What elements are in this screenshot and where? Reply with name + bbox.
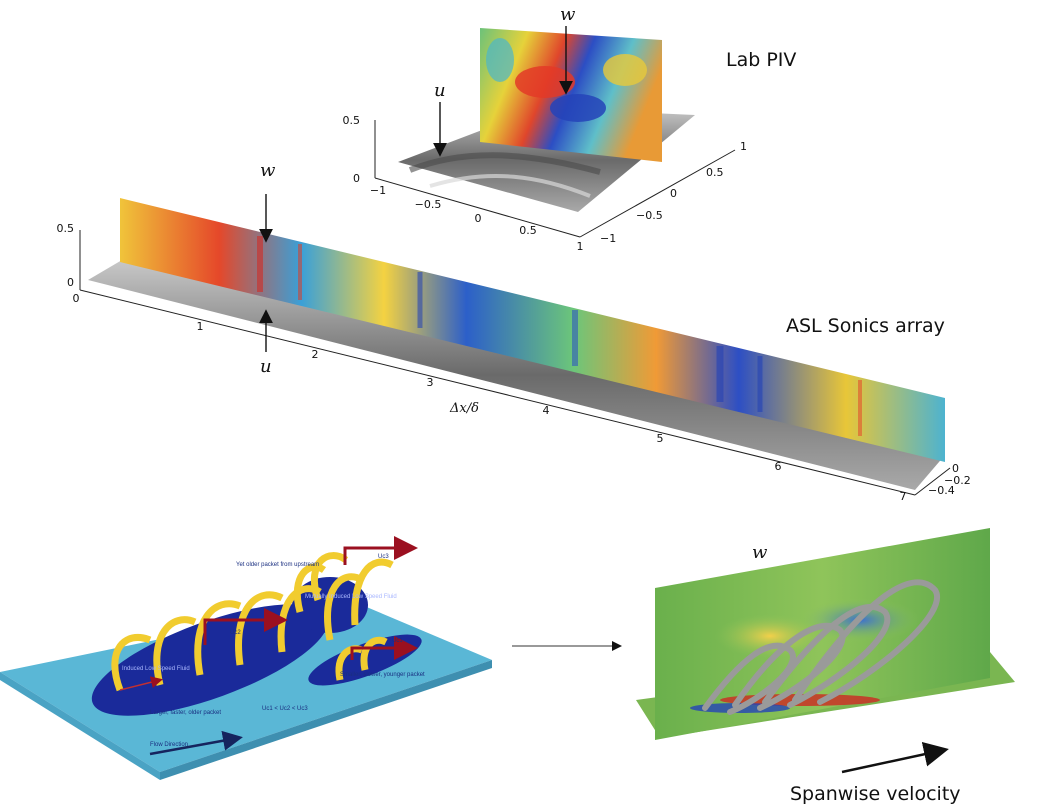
asl-z-tick: 0.5 bbox=[57, 222, 75, 235]
induced-flow-arrow bbox=[119, 676, 163, 691]
piv-x-tick: −1 bbox=[370, 184, 386, 197]
piv-mid-region bbox=[603, 54, 647, 86]
piv-y-axis bbox=[579, 149, 736, 238]
asl-x-axis bbox=[79, 289, 916, 496]
piv-y-tick: 0.5 bbox=[706, 166, 724, 179]
induced-low-speed-label: Induced Low Speed Fluid bbox=[122, 666, 190, 672]
asl-y-axis bbox=[914, 467, 951, 496]
asl-sonics-title: ASL Sonics array bbox=[786, 315, 945, 337]
asl-u-floor bbox=[88, 260, 945, 490]
asl-x-tick: 1 bbox=[197, 320, 204, 333]
lab-piv-title: Lab PIV bbox=[726, 49, 796, 71]
piv-x-tick: 0 bbox=[475, 212, 482, 225]
mutually-induced-label: Mutually Induced Low Speed Fluid bbox=[305, 594, 397, 600]
asl-y-tick: 0 bbox=[952, 462, 959, 475]
uc1-arrow bbox=[350, 636, 418, 660]
dns-w-label: w bbox=[752, 542, 768, 563]
flow-direction-label: Flow Direction bbox=[150, 742, 188, 748]
piv-floor-streak bbox=[408, 152, 601, 175]
hairpin-packet-model: Yet older packet from upstream Uc2 Uc3 U… bbox=[0, 536, 492, 780]
piv-u-label: u bbox=[434, 80, 446, 101]
dns-hairpin-vortices bbox=[702, 579, 940, 715]
dns-positive-region bbox=[715, 614, 825, 658]
packet-vortices bbox=[111, 552, 394, 692]
uc3-arrow bbox=[343, 536, 418, 565]
uc3-label: Uc3 bbox=[378, 554, 389, 560]
piv-z-tick: 0.5 bbox=[343, 114, 361, 127]
asl-w-label: w bbox=[260, 160, 276, 181]
uc1-label: Uc1 bbox=[392, 638, 403, 644]
lab-piv-panel: 0.5 0 −1 −0.5 0 0.5 1 1 0.5 0 −0.5 −1 w … bbox=[343, 4, 797, 253]
piv-cold-region bbox=[550, 94, 606, 122]
piv-y-tick: −1 bbox=[600, 232, 616, 245]
smaller-packet-label: Smaller, slower, younger packet bbox=[340, 672, 425, 678]
asl-x-tick: 5 bbox=[657, 432, 664, 445]
asl-x-tick: 7 bbox=[900, 490, 907, 503]
piv-cyan-region bbox=[486, 38, 514, 82]
piv-w-label: w bbox=[560, 4, 576, 25]
asl-wall-streaks bbox=[257, 236, 862, 436]
uc2-arrow bbox=[203, 608, 288, 645]
spanwise-velocity-title: Spanwise velocity bbox=[790, 783, 961, 805]
asl-sonics-panel: 0.5 0 0 1 2 3 4 5 6 7 0 −0.2 −0.4 Δx/δ w… bbox=[57, 160, 971, 503]
asl-u-label: u bbox=[260, 356, 272, 377]
dns-flow-arrow bbox=[841, 741, 949, 774]
asl-x-tick: 4 bbox=[543, 404, 550, 417]
piv-y-tick: 1 bbox=[740, 140, 747, 153]
piv-x-tick: −0.5 bbox=[415, 198, 442, 211]
asl-x-tick: 6 bbox=[775, 460, 782, 473]
older-packet-label: Yet older packet from upstream bbox=[236, 562, 319, 568]
larger-packet-label: Larger, faster, older packet bbox=[150, 710, 221, 716]
flow-direction-arrow bbox=[149, 730, 243, 756]
piv-z-tick: 0 bbox=[353, 172, 360, 185]
asl-y-tick: −0.2 bbox=[944, 474, 971, 487]
asl-x-tick: 0 bbox=[73, 292, 80, 305]
dns-hairpin-panel: w Spanwise velocity bbox=[636, 528, 1015, 805]
uc2-label: Uc2 bbox=[230, 630, 241, 636]
packet-base-edge bbox=[0, 672, 160, 780]
asl-w-plane bbox=[120, 198, 945, 462]
piv-floor-streak bbox=[429, 173, 591, 198]
piv-y-tick: 0 bbox=[670, 187, 677, 200]
asl-y-tick: −0.4 bbox=[928, 484, 955, 497]
packet-base-edge bbox=[160, 660, 492, 780]
convection-relation: Uc1 < Uc2 < Uc3 bbox=[262, 706, 308, 712]
asl-z-tick: 0 bbox=[67, 276, 74, 289]
piv-x-tick: 1 bbox=[577, 240, 584, 253]
piv-x-axis bbox=[374, 177, 581, 238]
asl-x-tick: 2 bbox=[312, 348, 319, 361]
asl-x-axis-label: Δx/δ bbox=[449, 401, 479, 416]
asl-x-tick: 3 bbox=[427, 376, 434, 389]
piv-x-tick: 0.5 bbox=[519, 224, 537, 237]
piv-y-tick: −0.5 bbox=[636, 209, 663, 222]
